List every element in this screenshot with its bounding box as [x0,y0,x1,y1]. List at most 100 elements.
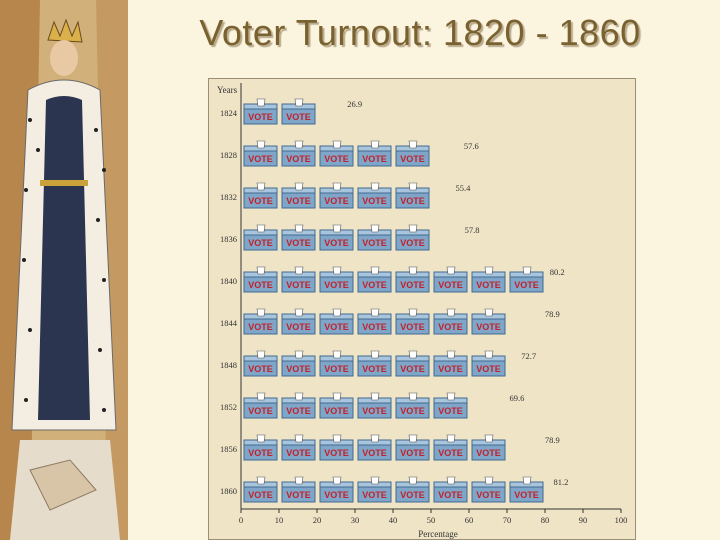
year-label-1840: 1840 [220,276,237,286]
vote-ballot-box-icon [319,434,354,461]
vote-ballot-box-icon [433,266,468,293]
vote-ballot-box-icon-partial [433,224,462,251]
vote-ballot-box-icon [471,308,506,335]
vote-ballot-box-icon [281,140,316,167]
vote-ballot-box-icon [281,476,316,503]
vote-ballot-box-icon [243,308,278,335]
bar-1852: 1852 69.6 [220,392,524,419]
value-label-1828: 57.6 [464,141,479,151]
year-label-1828: 1828 [220,150,237,160]
vote-ballot-box-icon-partial [509,308,542,335]
value-label-1840: 80.2 [550,267,565,277]
vote-ballot-box-icon [357,266,392,293]
year-label-1856: 1856 [220,444,237,454]
vote-ballot-box-icon [471,350,506,377]
vote-ballot-box-icon [243,182,278,209]
value-label-1852: 69.6 [509,393,524,403]
vote-ballot-box-icon [357,476,392,503]
vote-ballot-box-icon [357,224,392,251]
x-tick-label: 40 [389,515,398,525]
bar-1860: 1860 81.2 [220,476,569,503]
vote-ballot-box-icon [243,392,278,419]
vote-ballot-box-icon [395,308,430,335]
vote-ballot-box-icon [357,434,392,461]
vote-ballot-box-icon [395,476,430,503]
x-tick-label: 70 [503,515,512,525]
vote-ballot-box-icon [395,434,430,461]
x-tick-label: 20 [313,515,322,525]
slide-title: Voter Turnout: 1820 - 1860 [199,12,641,53]
x-tick-label: 60 [465,515,474,525]
bar-1832: 1832 55.4 [220,182,472,209]
value-label-1836: 57.8 [465,225,480,235]
vote-ballot-box-icon [281,266,316,293]
x-tick-label: 0 [239,515,243,525]
vote-ballot-box-icon-partial [471,392,506,419]
value-label-1832: 55.4 [456,183,472,193]
king-figure-icon [0,0,128,540]
chart-canvas: VOTE Years Percentage 182426.9182857.618… [217,83,628,539]
vote-ballot-box-icon [319,140,354,167]
vote-ballot-box-icon [243,224,278,251]
vote-ballot-box-icon [509,476,544,503]
vote-ballot-box-icon [395,224,430,251]
vote-ballot-box-icon [243,350,278,377]
vote-ballot-box-icon [471,434,506,461]
vote-ballot-box-icon [509,266,544,293]
vote-ballot-box-icon [433,308,468,335]
value-label-1856: 78.9 [545,435,560,445]
value-label-1860: 81.2 [554,477,569,487]
bar-1848: 1848 72.7 [220,350,536,377]
vote-ballot-box-icon [281,392,316,419]
vote-ballot-box-icon [319,266,354,293]
vote-ballot-box-icon [433,434,468,461]
vote-ballot-box-icon [243,266,278,293]
vote-ballot-box-icon [243,98,278,125]
vote-ballot-box-icon [471,266,506,293]
vote-ballot-box-icon [243,140,278,167]
year-label-1848: 1848 [220,360,237,370]
y-axis-title: Years [217,85,238,95]
vote-ballot-box-icon [433,392,468,419]
value-label-1844: 78.9 [545,309,560,319]
vote-ballot-box-icon [281,98,316,125]
bar-1856: 1856 78.9 [220,434,560,461]
value-label-1848: 72.7 [521,351,536,361]
vote-ballot-box-icon [357,182,392,209]
x-tick-label: 80 [541,515,550,525]
vote-ballot-box-icon [281,182,316,209]
x-tick-label: 30 [351,515,360,525]
vote-ballot-box-icon [395,392,430,419]
vote-ballot-box-icon [319,392,354,419]
x-tick-label: 100 [615,515,628,525]
year-label-1824: 1824 [220,108,238,118]
year-label-1832: 1832 [220,192,237,202]
value-label-1824: 26.9 [347,99,362,109]
vote-ballot-box-icon [281,224,316,251]
vote-ballot-box-icon-partial [509,434,542,461]
vote-ballot-box-icon [395,140,430,167]
vote-ballot-box-icon [395,182,430,209]
bar-1824: 1824 26.9 [220,98,362,125]
vote-ballot-box-icon [357,392,392,419]
bar-1844: 1844 78.9 [220,308,560,335]
bar-1828: 1828 57.6 [220,140,479,167]
vote-ballot-box-icon [319,476,354,503]
vote-ballot-box-icon [243,476,278,503]
bar-1840: 1840 80.2 [220,266,565,293]
vote-ballot-box-icon [395,350,430,377]
bar-1836: 1836 57.8 [220,224,480,251]
vote-ballot-box-icon [281,308,316,335]
vote-ballot-box-icon [433,476,468,503]
vote-ballot-box-icon-partial [433,140,461,167]
x-axis-title: Percentage [418,529,457,539]
x-tick-label: 10 [275,515,284,525]
vote-ballot-box-icon [357,350,392,377]
vote-ballot-box-icon [471,476,506,503]
vote-ballot-box-icon [319,350,354,377]
year-label-1844: 1844 [220,318,238,328]
king-andrew-caricature-image [0,0,128,540]
vote-ballot-box-icon [319,224,354,251]
vote-ballot-box-icon [281,434,316,461]
vote-ballot-box-icon [281,350,316,377]
